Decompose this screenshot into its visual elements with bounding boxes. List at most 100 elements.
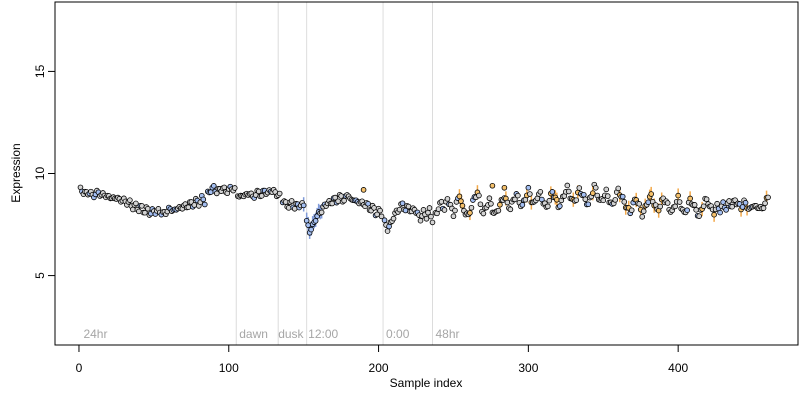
data-point [573, 197, 580, 203]
data-point [426, 205, 433, 211]
annotation-5: 48hr [435, 327, 459, 341]
data-point [693, 207, 699, 213]
data-point [396, 206, 403, 213]
data-point [519, 202, 526, 208]
data-point [145, 205, 151, 212]
highlight-point-2 [360, 187, 367, 193]
data-point [512, 196, 518, 203]
data-point [726, 198, 732, 204]
data-point [136, 208, 142, 215]
data-point [384, 228, 391, 234]
y-axis-label: Expression [9, 143, 23, 202]
data-point [435, 206, 442, 212]
data-point [444, 196, 451, 202]
y-axis: 5 10 15 [33, 64, 56, 279]
data-point [130, 206, 136, 213]
highlight-point-0 [489, 182, 496, 189]
data-point [127, 197, 133, 203]
annotations: 24hr dawn dusk 12:00 0:00 48hr [83, 327, 459, 341]
data-point [288, 198, 295, 204]
data-point [566, 188, 572, 195]
data-point [423, 216, 430, 222]
data-point [621, 199, 628, 205]
data-point [687, 195, 693, 202]
data-point [200, 196, 207, 203]
data-point [308, 226, 314, 233]
data-point [480, 210, 487, 217]
data-point [399, 200, 406, 207]
data-point [305, 222, 311, 228]
data-point [604, 193, 611, 199]
data-point [468, 204, 475, 211]
data-point [365, 200, 371, 207]
data-point [619, 193, 626, 200]
data-point [554, 197, 560, 203]
data-point [258, 193, 265, 199]
data-point [452, 207, 458, 214]
data-point [525, 184, 532, 191]
data-point [648, 191, 654, 197]
data-point [640, 208, 647, 215]
data-point [420, 207, 427, 213]
data-point [672, 203, 678, 210]
data-point [557, 203, 563, 209]
data-point [527, 191, 533, 197]
data-point [592, 185, 599, 191]
data-point [231, 185, 238, 191]
data-point [450, 213, 457, 220]
data-point [312, 218, 319, 224]
data-point [676, 199, 683, 205]
annotation-3: 12:00 [308, 327, 338, 341]
data-point [645, 199, 651, 206]
data-point [612, 197, 619, 203]
x-tick-label-1: 100 [219, 361, 239, 375]
annotation-4: 0:00 [386, 327, 410, 341]
data-point [549, 189, 556, 195]
data-point [739, 204, 746, 210]
data-point [210, 183, 217, 189]
data-point [221, 184, 228, 191]
data-point [438, 198, 445, 205]
x-axis-label: Sample index [390, 376, 463, 390]
data-point [700, 203, 707, 210]
data-point [476, 192, 482, 199]
data-point [600, 197, 607, 204]
data-point [639, 213, 646, 220]
data-point [675, 192, 681, 199]
y-tick-label-0: 5 [33, 272, 47, 279]
data-point [377, 207, 383, 214]
data-point [760, 205, 767, 211]
data-point [657, 203, 663, 210]
data-point [495, 207, 502, 214]
data-point [696, 213, 702, 219]
data-point [341, 197, 347, 204]
data-point [282, 199, 289, 205]
data-point [703, 196, 710, 203]
data-point [589, 190, 596, 196]
data-point [405, 203, 412, 210]
data-point [628, 207, 635, 214]
data-point [456, 193, 463, 200]
data-point [429, 219, 436, 226]
data-point [467, 210, 473, 216]
data-point [378, 213, 385, 220]
data-point [576, 185, 583, 191]
data-point [582, 196, 589, 203]
data-point [390, 215, 397, 222]
data-point [488, 200, 494, 207]
highlight-point-1 [501, 184, 508, 191]
data-point [381, 217, 388, 224]
data-point [711, 211, 717, 218]
data-point [497, 201, 503, 208]
data-point [636, 201, 643, 207]
data-point [202, 201, 208, 208]
data-point [185, 204, 192, 210]
data-point [329, 200, 335, 207]
data-point [285, 205, 292, 211]
data-point [720, 199, 726, 205]
data-point [742, 199, 749, 206]
data-point [537, 189, 544, 195]
data-point [142, 209, 148, 216]
data-point [335, 198, 341, 205]
x-tick-label-0: 0 [76, 361, 83, 375]
